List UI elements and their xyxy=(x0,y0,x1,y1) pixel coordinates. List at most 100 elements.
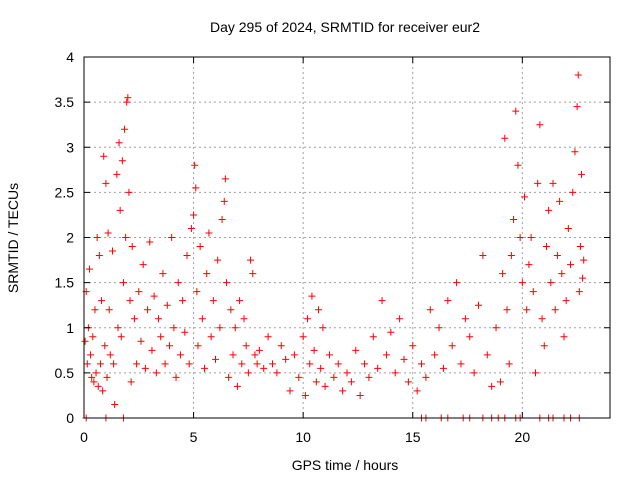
x-tick-label: 0 xyxy=(80,429,88,445)
data-point xyxy=(99,387,107,395)
data-point xyxy=(100,152,108,160)
data-point xyxy=(512,107,520,115)
data-point xyxy=(207,333,215,341)
data-point xyxy=(553,252,561,260)
data-point xyxy=(503,306,511,314)
data-point xyxy=(273,369,281,377)
data-point xyxy=(117,333,125,341)
y-tick-label: 3 xyxy=(66,139,74,155)
data-point xyxy=(113,170,121,178)
data-point xyxy=(179,297,187,305)
data-point xyxy=(479,252,487,260)
data-point xyxy=(573,103,581,111)
data-point xyxy=(137,337,145,345)
data-point xyxy=(236,297,244,305)
data-point xyxy=(542,243,550,251)
data-point xyxy=(139,261,147,269)
data-point xyxy=(310,346,318,354)
data-point xyxy=(95,252,103,260)
data-point xyxy=(119,279,127,287)
data-point xyxy=(87,351,95,359)
data-point xyxy=(174,279,182,287)
data-point xyxy=(220,197,228,205)
x-tick-label: 5 xyxy=(190,429,198,445)
data-point xyxy=(422,373,430,381)
data-point xyxy=(221,175,229,183)
data-point xyxy=(196,243,204,251)
data-point xyxy=(216,324,224,332)
data-point xyxy=(558,270,566,278)
data-point xyxy=(135,288,143,296)
data-point xyxy=(227,306,235,314)
data-point xyxy=(214,256,222,264)
data-point xyxy=(128,243,136,251)
data-point xyxy=(574,71,582,79)
data-point xyxy=(101,342,109,350)
data-point xyxy=(308,292,316,300)
data-point xyxy=(518,279,526,287)
data-point xyxy=(356,391,364,399)
data-point xyxy=(238,360,246,368)
x-tick-label: 20 xyxy=(515,429,531,445)
y-axis-label: SRMTID / TECUs xyxy=(5,183,21,293)
y-tick-label: 1 xyxy=(66,320,74,336)
data-point xyxy=(225,373,233,381)
data-point xyxy=(575,288,583,296)
data-point xyxy=(290,351,298,359)
data-point xyxy=(501,134,509,142)
data-point xyxy=(551,306,559,314)
data-point xyxy=(374,364,382,372)
data-point xyxy=(85,265,93,273)
data-point xyxy=(567,261,575,269)
x-tick-label: 10 xyxy=(295,429,311,445)
data-point xyxy=(301,391,309,399)
data-point xyxy=(144,306,152,314)
data-point xyxy=(418,360,426,368)
data-point xyxy=(569,188,577,196)
data-point xyxy=(400,355,408,363)
data-point xyxy=(545,206,553,214)
data-point xyxy=(187,224,195,232)
data-point xyxy=(201,364,209,372)
data-point xyxy=(339,387,347,395)
data-point xyxy=(172,373,180,381)
data-point xyxy=(141,364,149,372)
data-point xyxy=(124,94,132,102)
data-point xyxy=(444,297,452,305)
data-point xyxy=(110,360,118,368)
data-point xyxy=(483,351,491,359)
data-point xyxy=(378,297,386,305)
data-point xyxy=(111,400,119,408)
data-point xyxy=(396,315,404,323)
data-point xyxy=(404,378,412,386)
data-point xyxy=(461,315,469,323)
data-point xyxy=(264,333,272,341)
data-point xyxy=(488,382,496,390)
data-point xyxy=(560,333,568,341)
y-tick-label: 4 xyxy=(66,49,74,65)
data-point xyxy=(580,256,588,264)
data-point xyxy=(104,229,112,237)
data-point xyxy=(413,387,421,395)
data-point xyxy=(431,351,439,359)
data-point xyxy=(176,351,184,359)
data-point xyxy=(229,351,237,359)
data-point xyxy=(98,297,106,305)
data-point xyxy=(161,360,169,368)
data-point xyxy=(233,382,241,390)
data-point xyxy=(277,342,285,350)
data-point xyxy=(127,378,135,386)
data-point xyxy=(93,234,101,241)
data-point xyxy=(315,306,323,314)
data-point xyxy=(244,369,252,377)
data-point xyxy=(536,121,544,129)
data-point xyxy=(319,324,327,332)
data-point xyxy=(165,342,173,350)
data-point xyxy=(212,355,219,363)
data-point xyxy=(571,148,579,156)
data-point xyxy=(505,360,513,368)
data-point xyxy=(361,360,369,368)
data-point xyxy=(126,297,134,305)
data-point xyxy=(251,351,259,359)
data-point xyxy=(122,234,130,241)
